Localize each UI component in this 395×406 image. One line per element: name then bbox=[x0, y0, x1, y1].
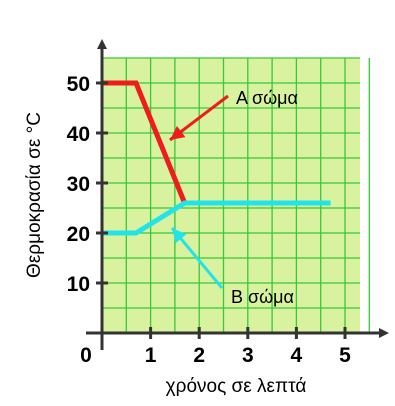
series-group bbox=[102, 80, 331, 236]
y-tick-label: 10 bbox=[67, 273, 90, 296]
y-tick-label: 50 bbox=[67, 73, 90, 96]
y-tick-label: 40 bbox=[67, 123, 90, 146]
x-axis-title: χρόνος σε λεπτά bbox=[166, 376, 307, 397]
x-tick-label: 2 bbox=[193, 344, 205, 367]
y-axis-title: Θερμοκρασία σε °C bbox=[24, 112, 45, 278]
origin-label: 0 bbox=[80, 344, 92, 367]
annotation-b-arrow-head bbox=[172, 228, 187, 244]
y-tick-label: 30 bbox=[67, 173, 90, 196]
annotation-b-label: Β σώμα bbox=[231, 287, 294, 307]
annotation-arrows bbox=[169, 94, 229, 289]
x-tick-label: 4 bbox=[291, 344, 303, 367]
x-tick-label: 5 bbox=[339, 344, 351, 367]
y-tick-label: 20 bbox=[67, 223, 90, 246]
x-tick-label: 3 bbox=[242, 344, 254, 367]
x-tick-label: 1 bbox=[145, 344, 157, 367]
series-line-b bbox=[102, 200, 331, 236]
annotation-a-label: Α σώμα bbox=[236, 88, 298, 108]
tick-labels: 1 2 3 4 5 10 20 30 40 50 bbox=[67, 73, 352, 367]
grid bbox=[102, 57, 370, 333]
annotation-a-arrow-head bbox=[170, 125, 186, 140]
